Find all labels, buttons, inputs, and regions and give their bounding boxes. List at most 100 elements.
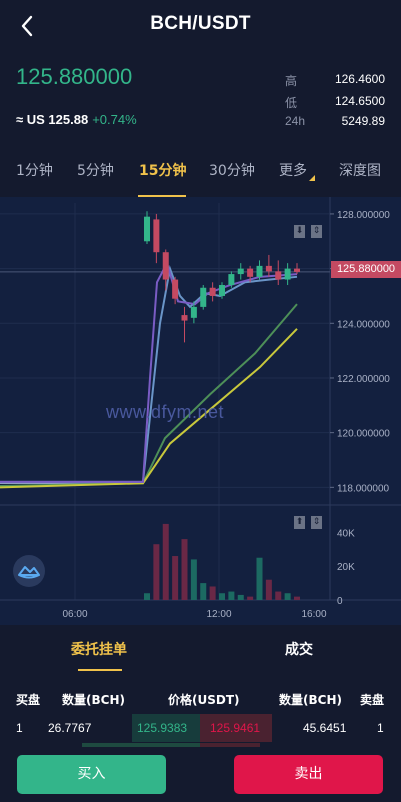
tab-depth-chart[interactable]: 深度图 xyxy=(339,163,381,179)
usd-price: ≈ US 125.88 xyxy=(16,112,89,127)
active-tab-indicator xyxy=(138,195,186,197)
candle-body xyxy=(228,274,235,286)
candle-body xyxy=(219,285,225,296)
orders-tab-indicator xyxy=(78,669,122,671)
buy-amount[interactable]: 26.7767 xyxy=(48,721,92,735)
candle-body xyxy=(200,287,207,307)
volume-bar xyxy=(209,586,216,600)
volume-scroll-up-icon[interactable]: ⬆ xyxy=(294,516,305,529)
volume-bar xyxy=(162,523,169,600)
candle-body xyxy=(275,271,282,280)
stat-volume-value: 5249.89 xyxy=(341,114,385,128)
ma-line-blue xyxy=(0,264,298,483)
candle-body xyxy=(209,287,216,296)
sell-button[interactable]: 卖出 xyxy=(234,755,383,794)
buy-index: 1 xyxy=(16,721,23,735)
volume-tick-label: 40K xyxy=(337,528,355,539)
volume-bar xyxy=(284,593,291,600)
app-logo xyxy=(13,555,45,587)
kline-chart-svg: 128.000000126.000000124.000000122.000000… xyxy=(0,197,401,620)
candle-body xyxy=(256,265,263,277)
bid-depth-bar xyxy=(132,714,202,742)
volume-bar xyxy=(144,593,150,600)
ask-depth-bar xyxy=(200,714,272,742)
time-tick-label: 12:00 xyxy=(206,609,231,620)
candle-body xyxy=(162,252,169,280)
price-tick-label: 128.000000 xyxy=(337,210,390,221)
candle-body xyxy=(153,219,160,253)
usd-equivalent: ≈ US 125.88 +0.74% xyxy=(16,112,137,127)
scroll-down-icon[interactable]: ⬇ xyxy=(294,225,305,238)
tab-trades[interactable]: 成交 xyxy=(285,642,313,658)
page-title: BCH/USDT xyxy=(150,13,251,34)
tab-15min[interactable]: 15分钟 xyxy=(139,163,187,179)
expand-vertical-icon[interactable]: ⇕ xyxy=(311,225,322,238)
volume-bar xyxy=(275,591,282,600)
candle-body xyxy=(144,216,150,242)
ma-line-yellow xyxy=(0,328,298,489)
volume-bar xyxy=(172,556,179,600)
candle-body xyxy=(265,265,272,272)
buy-button[interactable]: 买入 xyxy=(17,755,166,794)
volume-bar xyxy=(256,557,263,600)
bid-depth-strip xyxy=(82,743,202,747)
stat-low-value: 124.6500 xyxy=(334,94,385,108)
kline-chart[interactable]: 128.000000126.000000124.000000122.000000… xyxy=(0,197,401,625)
price-tick-label: 118.000000 xyxy=(337,483,390,494)
volume-bar xyxy=(200,583,207,600)
tab-more[interactable]: 更多 xyxy=(279,163,307,179)
volume-bar xyxy=(237,594,244,600)
back-arrow-icon[interactable] xyxy=(16,12,40,40)
candle-body xyxy=(247,268,254,277)
volume-tick-label: 0 xyxy=(337,596,343,607)
ticker-panel: 125.880000 ≈ US 125.88 +0.74% 高 126.4600 … xyxy=(0,52,401,144)
price-tick-label: 122.000000 xyxy=(337,374,390,385)
volume-bar xyxy=(247,596,254,600)
volume-bar xyxy=(190,559,197,600)
stat-high-value: 126.4600 xyxy=(334,72,385,86)
header-sell: 卖盘 xyxy=(360,693,385,707)
header-bar: BCH/USDT xyxy=(0,0,401,52)
price-tick-label: 124.000000 xyxy=(337,319,390,330)
volume-bar xyxy=(228,591,235,600)
sell-price[interactable]: 125.9461 xyxy=(210,721,261,735)
tab-5min[interactable]: 5分钟 xyxy=(77,163,114,179)
ma-line-purple xyxy=(0,260,298,483)
volume-expand-icon[interactable]: ⇕ xyxy=(311,516,322,529)
stat-volume-label: 24h xyxy=(285,114,306,128)
volume-tick-label: 20K xyxy=(337,562,355,573)
header-price: 价格(USDT) xyxy=(168,693,240,707)
sell-amount[interactable]: 45.6451 xyxy=(303,721,347,735)
header-amount-right: 数量(BCH) xyxy=(279,693,342,707)
candle-body xyxy=(172,279,179,299)
volume-bar xyxy=(265,579,272,600)
more-dropdown-icon xyxy=(309,175,315,181)
candle-body xyxy=(284,268,291,280)
time-tick-label: 16:00 xyxy=(301,609,326,620)
tab-orders[interactable]: 委托挂单 xyxy=(71,642,127,658)
sell-index: 1 xyxy=(377,721,384,735)
header-amount-left: 数量(BCH) xyxy=(62,693,125,707)
mountain-logo-icon xyxy=(18,566,40,579)
stat-low-label: 低 xyxy=(285,96,298,110)
candle-body xyxy=(237,268,244,275)
candle-body xyxy=(181,315,188,321)
time-tick-label: 06:00 xyxy=(62,609,87,620)
last-price-tag: 125.880000 xyxy=(331,261,401,278)
candle-body xyxy=(190,306,197,318)
price-change: +0.74% xyxy=(92,112,137,127)
watermark: www.dfym.net xyxy=(105,402,225,422)
candle-body xyxy=(294,268,300,272)
volume-bar xyxy=(181,539,188,600)
price-tick-label: 120.000000 xyxy=(337,429,390,440)
last-price: 125.880000 xyxy=(16,64,133,89)
volume-bar xyxy=(153,544,160,600)
stat-high-label: 高 xyxy=(285,74,298,88)
volume-bar xyxy=(219,593,225,600)
tab-1min[interactable]: 1分钟 xyxy=(16,163,53,179)
buy-price[interactable]: 125.9383 xyxy=(137,721,188,735)
tab-30min[interactable]: 30分钟 xyxy=(209,163,255,179)
header-buy: 买盘 xyxy=(16,693,41,707)
ask-depth-strip xyxy=(200,743,260,747)
volume-bar xyxy=(294,596,300,600)
